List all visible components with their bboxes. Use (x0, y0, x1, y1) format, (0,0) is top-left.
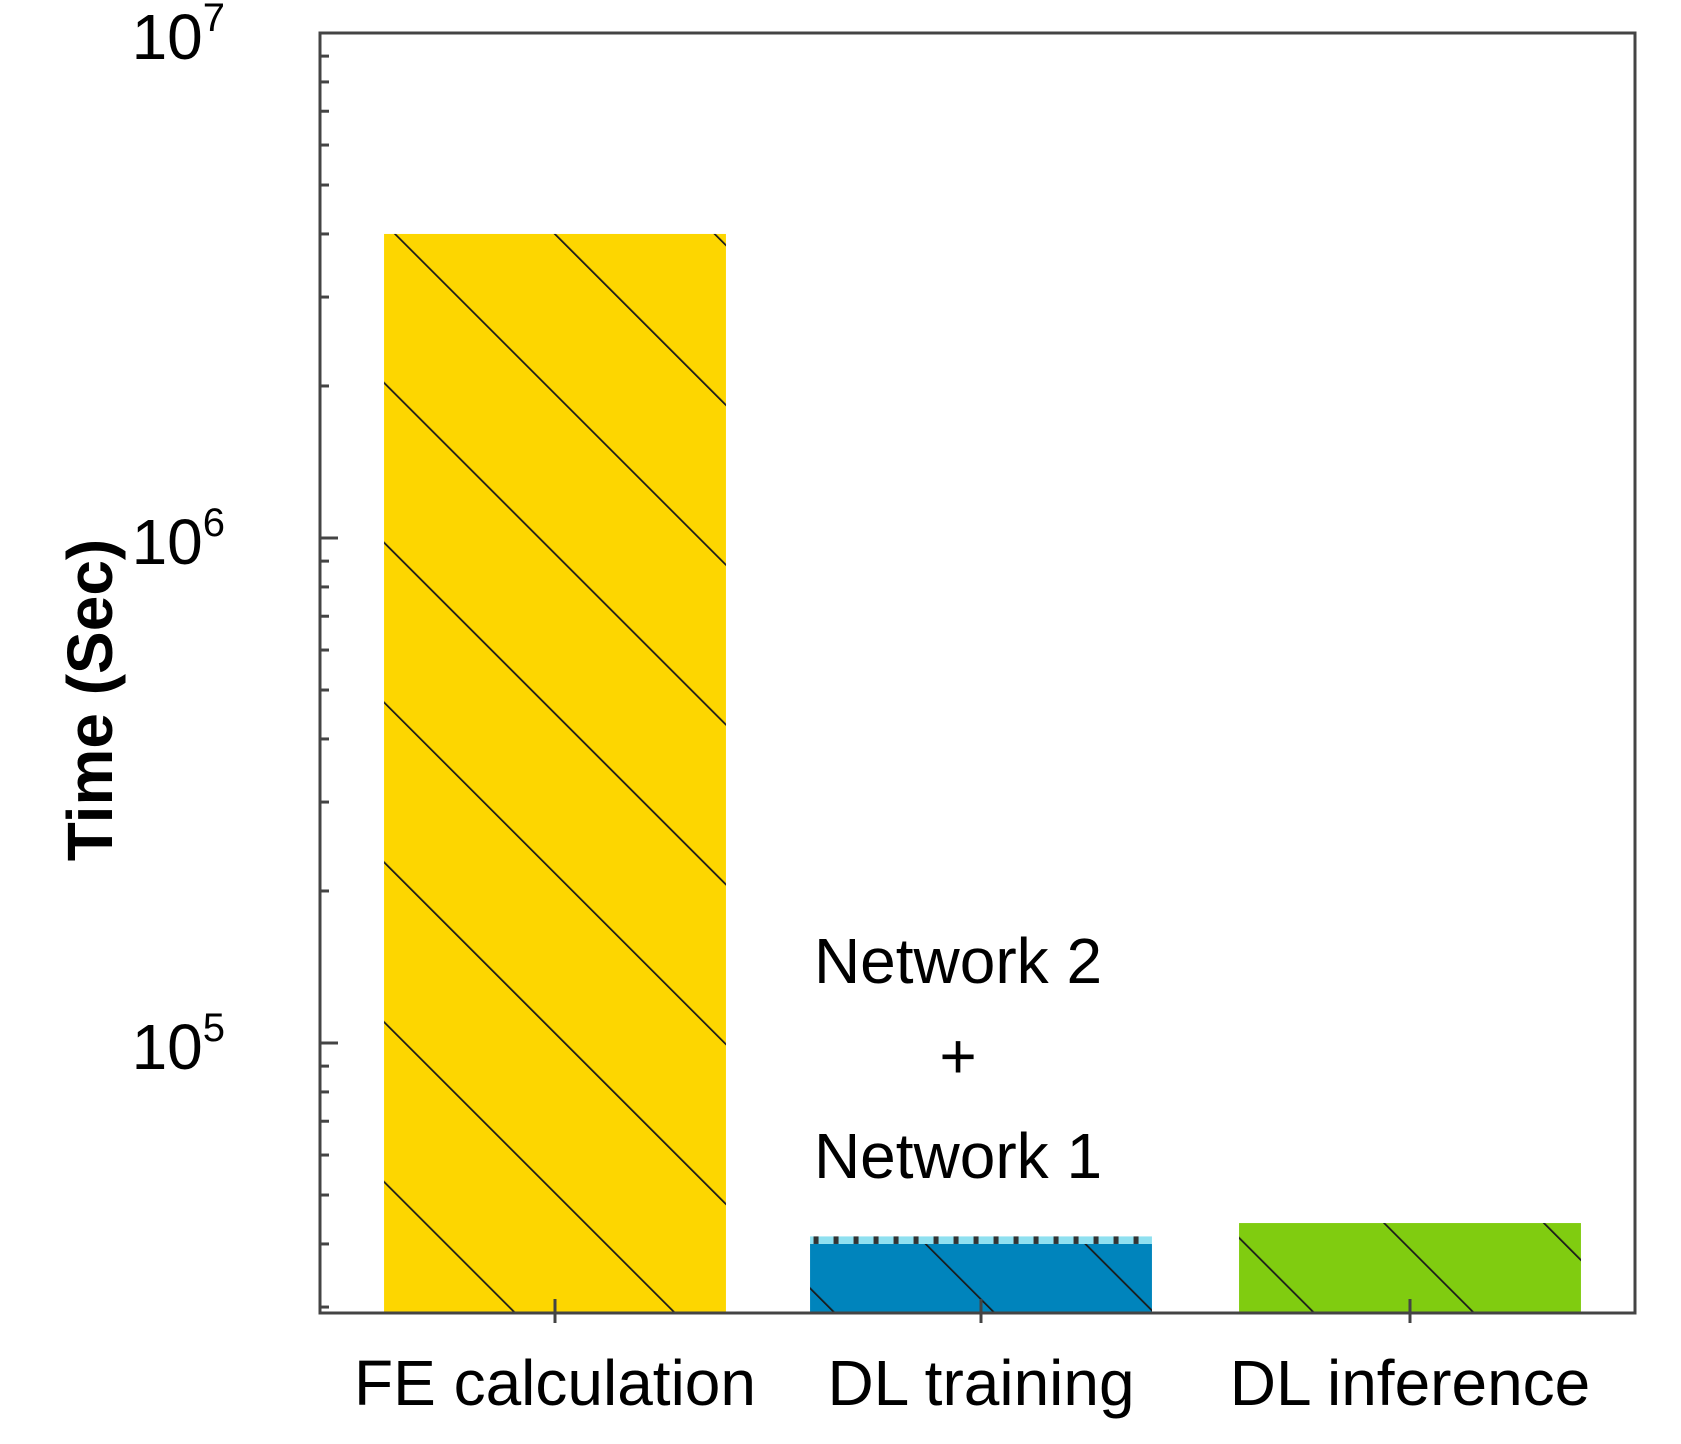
axes (318, 31, 1637, 1315)
bar-hatch (384, 233, 726, 1313)
x-category-label: FE calculation (354, 1347, 756, 1419)
y-axis-label: Time (Sec) (54, 539, 126, 862)
x-category-label: DL training (827, 1347, 1134, 1419)
plot-frame (318, 31, 1637, 1315)
annotation-line-1: Network 2 (814, 925, 1102, 997)
x-ticks (553, 1299, 1412, 1323)
bar-dash-hatch (813, 1236, 1139, 1244)
y-ticks: 105 106 107 (132, 0, 338, 1309)
bar-hatch (1239, 1223, 1581, 1313)
bars-layer (384, 233, 1581, 1313)
y-tick-label: 107 (132, 0, 225, 73)
annotation-line-2: + (939, 1020, 976, 1092)
y-tick-label: 105 (132, 1006, 225, 1083)
annotation: Network 2 + Network 1 (814, 925, 1102, 1192)
annotation-line-3: Network 1 (814, 1120, 1102, 1192)
category-labels: FE calculation DL training DL inference (354, 1347, 1590, 1419)
y-tick-label: 106 (132, 501, 225, 578)
bar-dl-training-segment-2 (810, 1236, 1152, 1244)
x-category-label: DL inference (1230, 1347, 1591, 1419)
